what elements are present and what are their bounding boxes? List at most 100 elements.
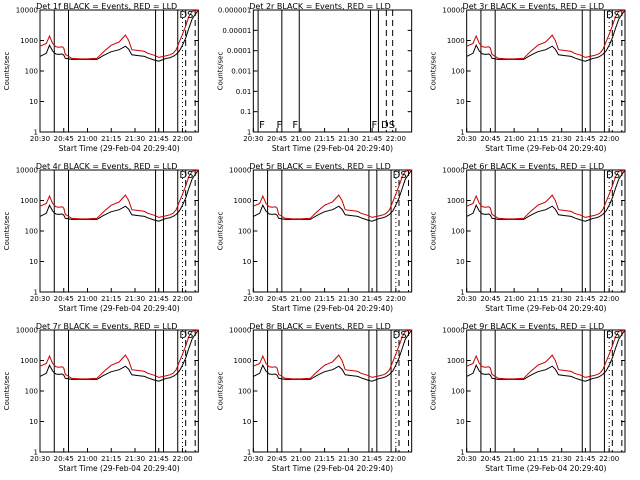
x-tick-label: 20:30: [457, 135, 477, 143]
series-line: [466, 329, 626, 382]
x-tick-label: 21:30: [552, 455, 572, 463]
x-tick-label: 21:00: [291, 455, 311, 463]
marker-label: DS: [393, 170, 407, 181]
plot-frame: [39, 9, 199, 133]
x-tick-label: 22:00: [172, 135, 192, 143]
y-tick-label: 1: [460, 129, 464, 137]
y-tick-label: 1: [460, 289, 464, 297]
x-axis-label: Start Time (29-Feb-04 20:29:40): [59, 464, 180, 473]
x-axis-label: Start Time (29-Feb-04 20:29:40): [272, 144, 393, 153]
series-line: [253, 169, 412, 220]
x-tick-label: 21:00: [504, 295, 524, 303]
chart-title: Det 2r BLACK = Events, RED = LLD: [249, 2, 391, 11]
x-tick-label: 22:00: [599, 455, 619, 463]
plot-frame: [39, 169, 199, 293]
x-tick-label: 20:45: [480, 135, 500, 143]
x-tick-label: 20:45: [54, 135, 74, 143]
y-tick-label: 0.0001: [227, 47, 252, 55]
y-tick-label: 10000: [16, 7, 38, 15]
marker-label: DS: [381, 120, 395, 131]
y-tick-label: 100: [238, 388, 251, 396]
y-tick-label: 1000: [234, 197, 252, 205]
y-tick-label: 10: [242, 418, 251, 426]
x-tick-label: 22:00: [599, 135, 619, 143]
x-tick-label: 20:30: [243, 135, 263, 143]
x-tick-label: 21:45: [362, 295, 382, 303]
plot-frame: [39, 329, 199, 453]
x-tick-label: 21:00: [291, 135, 311, 143]
y-tick-label: 10000: [442, 7, 464, 15]
y-axis-label: Counts/sec: [430, 372, 438, 411]
x-tick-label: 21:45: [362, 455, 382, 463]
y-tick-label: 100: [451, 388, 464, 396]
y-tick-label: 1000: [20, 357, 38, 365]
marker-label: DS: [606, 10, 620, 21]
chart-title: Det 9r BLACK = Events, RED = LLD: [463, 322, 605, 331]
chart-title: Det 6r BLACK = Events, RED = LLD: [463, 162, 605, 171]
chart-title: Det 3r BLACK = Events, RED = LLD: [463, 2, 605, 11]
series-line: [39, 9, 199, 60]
series-line: [253, 169, 413, 222]
x-tick-label: 21:15: [528, 135, 548, 143]
x-tick-label: 21:15: [314, 135, 334, 143]
x-tick-label: 20:30: [30, 135, 50, 143]
x-tick-label: 21:00: [77, 455, 97, 463]
y-tick-label: 10000: [16, 167, 38, 175]
y-tick-label: 1000: [447, 357, 465, 365]
y-axis-label: Counts/sec: [216, 212, 224, 251]
series-line: [466, 9, 626, 62]
y-axis-label: Counts/sec: [216, 52, 224, 91]
y-tick-label: 1: [34, 449, 38, 457]
x-tick-label: 21:15: [101, 295, 121, 303]
chart-panel-4: Det 4r BLACK = Events, RED = LLD 1 10 100 10…: [3, 162, 199, 313]
chart-title: Det 8r BLACK = Events, RED = LLD: [249, 322, 391, 331]
plot-frame: [252, 9, 413, 133]
x-tick-label: 21:30: [552, 295, 572, 303]
series-line: [39, 169, 199, 222]
series-line: [466, 9, 626, 60]
x-tick-label: 21:30: [125, 295, 145, 303]
y-axis-label: Counts/sec: [3, 212, 11, 251]
x-tick-label: 20:45: [267, 455, 287, 463]
marker-label: F: [292, 120, 298, 131]
chart-panel-1: Det 1f BLACK = Events, RED = LLD 1 10 100 10…: [3, 2, 199, 153]
chart-title: Det 1f BLACK = Events, RED = LLD: [36, 2, 177, 11]
x-tick-label: 20:45: [267, 135, 287, 143]
x-axis-label: Start Time (29-Feb-04 20:29:40): [272, 304, 393, 313]
chart-panel-8: Det 8r BLACK = Events, RED = LLD 1 10 100 10…: [216, 322, 413, 473]
y-tick-label: 10000: [229, 327, 251, 335]
x-axis-label: Start Time (29-Feb-04 20:29:40): [59, 144, 180, 153]
chart-title: Det 5r BLACK = Events, RED = LLD: [249, 162, 391, 171]
y-tick-label: 1: [34, 129, 38, 137]
x-tick-label: 21:00: [504, 455, 524, 463]
x-tick-label: 21:15: [314, 295, 334, 303]
x-axis-label: Start Time (29-Feb-04 20:29:40): [59, 304, 180, 313]
chart-title: Det 7r BLACK = Events, RED = LLD: [36, 322, 178, 331]
y-tick-label: 100: [451, 228, 464, 236]
y-tick-label: 10: [29, 98, 38, 106]
x-axis-label: Start Time (29-Feb-04 20:29:40): [272, 464, 393, 473]
x-tick-label: 21:00: [504, 135, 524, 143]
plot-frame: [466, 329, 626, 453]
x-tick-label: 21:00: [77, 295, 97, 303]
x-tick-label: 20:30: [243, 295, 263, 303]
x-tick-label: 21:45: [149, 295, 169, 303]
x-tick-label: 22:00: [386, 295, 406, 303]
y-tick-label: 0.00001: [222, 27, 251, 35]
y-tick-label: 100: [451, 68, 464, 76]
y-tick-label: 1: [460, 449, 464, 457]
x-tick-label: 20:45: [480, 295, 500, 303]
y-tick-label: 1: [247, 449, 251, 457]
chart-panel-5: Det 5r BLACK = Events, RED = LLD 1 10 100 10…: [216, 162, 413, 313]
marker-label: DS: [393, 330, 407, 341]
y-tick-label: 0.000001: [218, 7, 251, 15]
y-tick-label: 100: [238, 228, 251, 236]
y-tick-label: 10000: [229, 167, 251, 175]
marker-label: F: [277, 120, 283, 131]
y-tick-label: 10: [456, 258, 465, 266]
plot-frame: [466, 169, 626, 293]
chart-panel-7: Det 7r BLACK = Events, RED = LLD 1 10 100 10…: [3, 322, 199, 473]
x-tick-label: 20:45: [267, 295, 287, 303]
y-axis-label: Counts/sec: [430, 52, 438, 91]
chart-panel-6: Det 6r BLACK = Events, RED = LLD 1 10 100 10…: [430, 162, 626, 313]
